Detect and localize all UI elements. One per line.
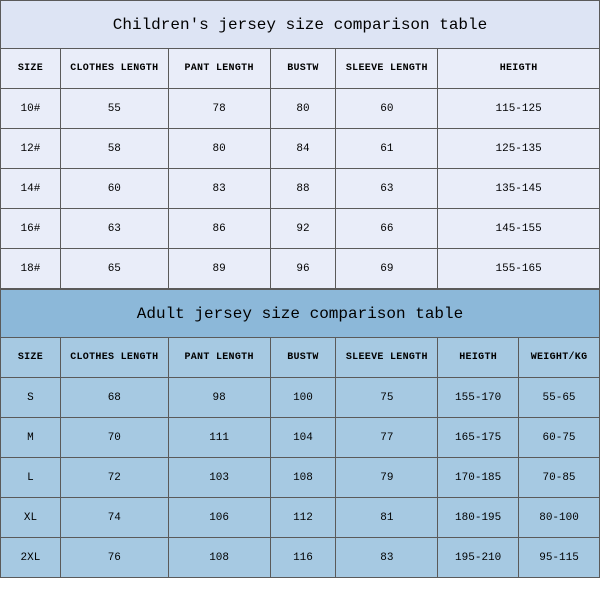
children-title-row: Children's jersey size comparison table [1,1,600,49]
cell-heigth: 155-165 [438,249,600,289]
cell-clothes-length: 76 [60,538,168,578]
col-header-bustw: BUSTW [270,338,336,378]
adult-header-row: SIZE CLOTHES LENGTH PANT LENGTH BUSTW SL… [1,338,600,378]
col-header-pant-length: PANT LENGTH [168,49,270,89]
cell-bustw: 84 [270,129,336,169]
cell-bustw: 104 [270,418,336,458]
cell-bustw: 92 [270,209,336,249]
table-row: 12# 58 80 84 61 125-135 [1,129,600,169]
adult-title: Adult jersey size comparison table [1,290,600,338]
cell-sleeve-length: 60 [336,89,438,129]
cell-bustw: 112 [270,498,336,538]
cell-heigth: 145-155 [438,209,600,249]
cell-pant-length: 106 [168,498,270,538]
cell-weight: 55-65 [519,378,600,418]
table-row: 14# 60 83 88 63 135-145 [1,169,600,209]
cell-sleeve-length: 63 [336,169,438,209]
children-title: Children's jersey size comparison table [1,1,600,49]
cell-clothes-length: 55 [60,89,168,129]
col-header-clothes-length: CLOTHES LENGTH [60,338,168,378]
cell-clothes-length: 58 [60,129,168,169]
cell-sleeve-length: 81 [336,498,438,538]
cell-size: 14# [1,169,61,209]
cell-clothes-length: 60 [60,169,168,209]
cell-bustw: 108 [270,458,336,498]
col-header-bustw: BUSTW [270,49,336,89]
children-header-row: SIZE CLOTHES LENGTH PANT LENGTH BUSTW SL… [1,49,600,89]
table-row: L 72 103 108 79 170-185 70-85 [1,458,600,498]
adult-title-row: Adult jersey size comparison table [1,290,600,338]
children-size-table: Children's jersey size comparison table … [0,0,600,289]
cell-pant-length: 98 [168,378,270,418]
cell-weight: 60-75 [519,418,600,458]
cell-size: 18# [1,249,61,289]
cell-bustw: 96 [270,249,336,289]
cell-pant-length: 86 [168,209,270,249]
adult-size-table: Adult jersey size comparison table SIZE … [0,289,600,578]
cell-weight: 95-115 [519,538,600,578]
cell-pant-length: 111 [168,418,270,458]
cell-bustw: 80 [270,89,336,129]
col-header-pant-length: PANT LENGTH [168,338,270,378]
cell-sleeve-length: 79 [336,458,438,498]
cell-bustw: 88 [270,169,336,209]
cell-size: M [1,418,61,458]
cell-clothes-length: 72 [60,458,168,498]
cell-heigth: 135-145 [438,169,600,209]
cell-weight: 70-85 [519,458,600,498]
col-header-sleeve-length: SLEEVE LENGTH [336,338,438,378]
cell-size: 2XL [1,538,61,578]
cell-heigth: 125-135 [438,129,600,169]
col-header-weight: WEIGHT/KG [519,338,600,378]
col-header-size: SIZE [1,49,61,89]
cell-size: L [1,458,61,498]
table-row: 2XL 76 108 116 83 195-210 95-115 [1,538,600,578]
col-header-heigth: HEIGTH [438,338,519,378]
cell-pant-length: 78 [168,89,270,129]
col-header-sleeve-length: SLEEVE LENGTH [336,49,438,89]
cell-bustw: 100 [270,378,336,418]
cell-bustw: 116 [270,538,336,578]
cell-heigth: 170-185 [438,458,519,498]
cell-heigth: 195-210 [438,538,519,578]
cell-clothes-length: 70 [60,418,168,458]
table-row: M 70 111 104 77 165-175 60-75 [1,418,600,458]
cell-heigth: 155-170 [438,378,519,418]
table-row: 16# 63 86 92 66 145-155 [1,209,600,249]
cell-pant-length: 89 [168,249,270,289]
cell-sleeve-length: 83 [336,538,438,578]
table-row: XL 74 106 112 81 180-195 80-100 [1,498,600,538]
cell-heigth: 165-175 [438,418,519,458]
cell-size: XL [1,498,61,538]
cell-sleeve-length: 69 [336,249,438,289]
cell-sleeve-length: 61 [336,129,438,169]
cell-sleeve-length: 77 [336,418,438,458]
cell-clothes-length: 65 [60,249,168,289]
cell-pant-length: 108 [168,538,270,578]
cell-clothes-length: 63 [60,209,168,249]
table-row: 10# 55 78 80 60 115-125 [1,89,600,129]
col-header-size: SIZE [1,338,61,378]
cell-pant-length: 80 [168,129,270,169]
cell-sleeve-length: 75 [336,378,438,418]
cell-pant-length: 103 [168,458,270,498]
col-header-heigth: HEIGTH [438,49,600,89]
cell-size: 16# [1,209,61,249]
cell-heigth: 180-195 [438,498,519,538]
cell-clothes-length: 74 [60,498,168,538]
col-header-clothes-length: CLOTHES LENGTH [60,49,168,89]
table-row: 18# 65 89 96 69 155-165 [1,249,600,289]
cell-weight: 80-100 [519,498,600,538]
cell-size: 10# [1,89,61,129]
cell-heigth: 115-125 [438,89,600,129]
cell-sleeve-length: 66 [336,209,438,249]
cell-size: S [1,378,61,418]
cell-pant-length: 83 [168,169,270,209]
cell-size: 12# [1,129,61,169]
table-row: S 68 98 100 75 155-170 55-65 [1,378,600,418]
cell-clothes-length: 68 [60,378,168,418]
